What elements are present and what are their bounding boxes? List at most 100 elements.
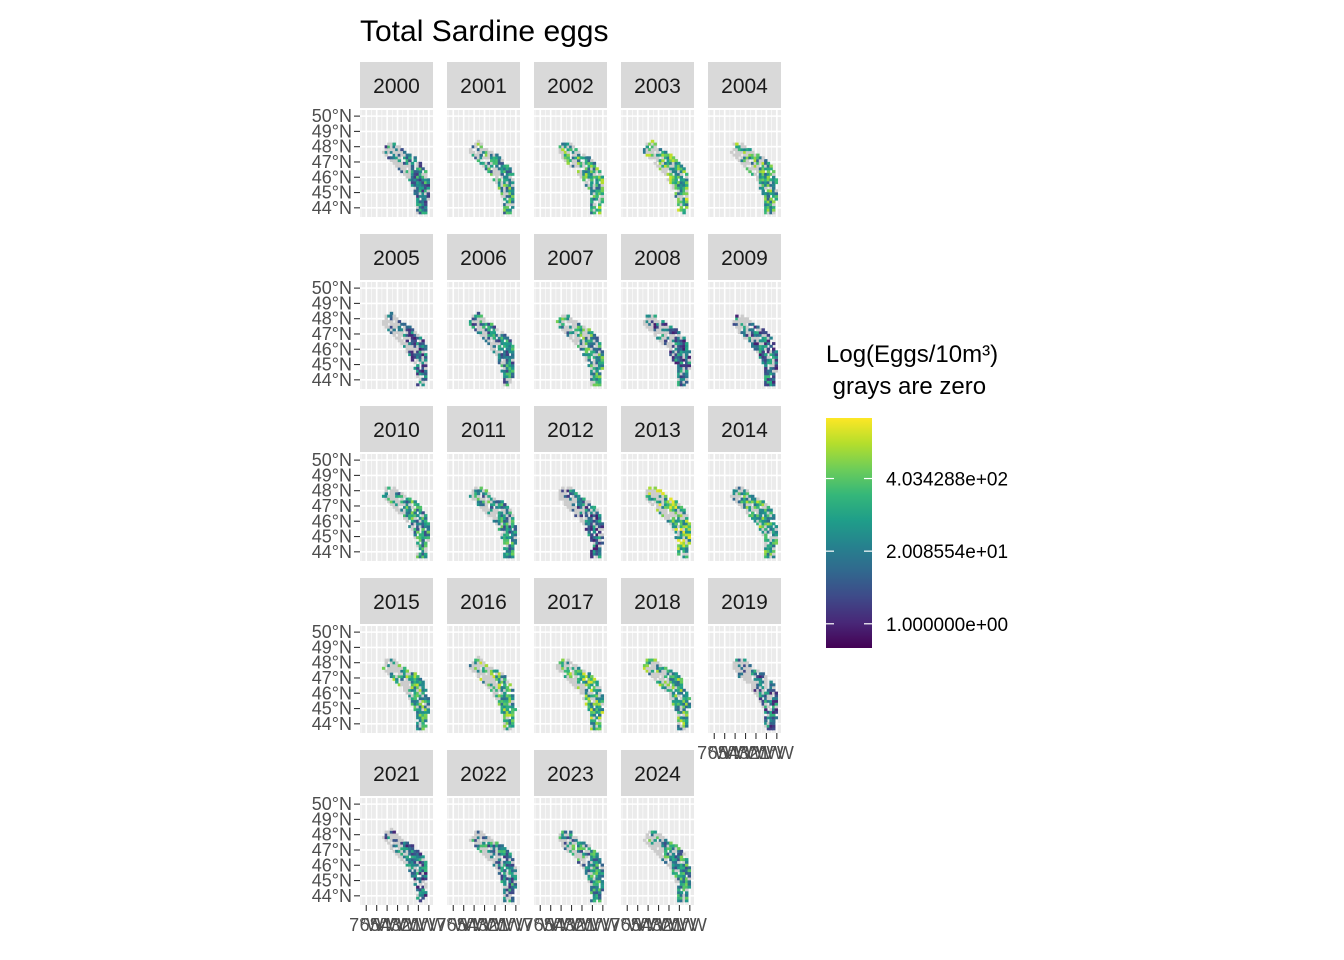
- egg-cell: [416, 893, 420, 897]
- egg-cell: [682, 713, 686, 717]
- egg-cell: [766, 167, 771, 171]
- egg-cell: [590, 514, 594, 518]
- egg-cell: [590, 170, 594, 174]
- egg-cell: [764, 181, 768, 185]
- egg-cell: [424, 710, 428, 714]
- egg-cell: [563, 847, 568, 851]
- egg-cell: [685, 705, 689, 709]
- egg-cell: [598, 366, 602, 370]
- egg-cell: [513, 536, 517, 540]
- egg-cell: [674, 170, 678, 174]
- egg-cell: [500, 522, 504, 526]
- egg-cell: [661, 836, 665, 840]
- egg-cell: [661, 675, 665, 679]
- egg-cell: [503, 372, 507, 376]
- egg-cell: [598, 527, 602, 531]
- egg-cell: [764, 541, 768, 545]
- egg-cell: [595, 358, 599, 362]
- egg-cell: [671, 699, 676, 703]
- egg-cell: [424, 536, 428, 540]
- egg-cell: [766, 200, 771, 204]
- egg-cell: [751, 516, 755, 520]
- egg-cell: [764, 372, 768, 376]
- egg-cell: [751, 497, 755, 501]
- egg-cell: [774, 197, 778, 201]
- egg-cell: [492, 680, 496, 684]
- egg-cell: [751, 156, 755, 160]
- egg-cell: [769, 691, 773, 695]
- egg-cell: [508, 705, 512, 709]
- egg-cell: [590, 869, 594, 873]
- egg-cell: [387, 841, 391, 845]
- egg-cell: [764, 178, 768, 182]
- y-tick-label: 44°N: [312, 542, 352, 562]
- egg-cell: [500, 519, 504, 523]
- egg-cell: [772, 530, 776, 534]
- egg-cell: [679, 178, 684, 182]
- egg-cell: [592, 885, 597, 889]
- egg-cell: [497, 699, 502, 703]
- egg-cell: [745, 320, 750, 324]
- egg-cell: [751, 161, 755, 165]
- egg-cell: [592, 708, 597, 712]
- egg-cell: [669, 675, 673, 679]
- egg-cell: [592, 175, 597, 179]
- egg-cell: [492, 342, 496, 346]
- egg-cell: [685, 691, 689, 695]
- egg-cell: [484, 494, 489, 498]
- egg-cell: [476, 311, 481, 315]
- egg-cell: [574, 680, 578, 684]
- egg-cell: [584, 675, 589, 679]
- egg-cell: [677, 358, 681, 362]
- egg-cell: [484, 505, 489, 509]
- egg-cell: [743, 150, 747, 154]
- facet-strip-label: 2006: [460, 247, 507, 270]
- egg-cell: [598, 358, 602, 362]
- egg-cell: [682, 358, 686, 362]
- egg-cell: [592, 713, 597, 717]
- egg-cell: [669, 342, 673, 346]
- egg-cell: [577, 322, 581, 326]
- egg-cell: [764, 686, 768, 690]
- egg-cell: [508, 514, 512, 518]
- egg-cell: [653, 333, 657, 337]
- egg-cell: [769, 547, 773, 551]
- egg-cell: [505, 181, 510, 185]
- egg-cell: [650, 150, 655, 154]
- facet-strip: [360, 234, 433, 280]
- egg-cell: [577, 328, 581, 332]
- egg-cell: [671, 328, 676, 332]
- egg-cell: [679, 533, 684, 537]
- egg-cell: [582, 164, 586, 168]
- egg-cell: [756, 156, 760, 160]
- egg-cell: [413, 500, 417, 504]
- egg-cell: [418, 350, 423, 354]
- egg-cell: [682, 355, 686, 359]
- egg-cell: [685, 353, 689, 357]
- egg-cell: [674, 699, 678, 703]
- x-tick-label: 7°W: [523, 915, 557, 935]
- egg-cell: [774, 361, 778, 365]
- facet-strip-label: 2003: [634, 75, 681, 98]
- egg-cell: [405, 172, 409, 176]
- egg-cell: [492, 508, 496, 512]
- egg-cell: [413, 708, 417, 712]
- egg-cell: [584, 866, 589, 870]
- egg-cell: [416, 353, 420, 357]
- y-tick-label: 49°N: [312, 637, 352, 657]
- egg-cell: [418, 538, 423, 542]
- egg-cell: [666, 847, 670, 851]
- egg-cell: [587, 164, 591, 168]
- egg-cell: [424, 377, 428, 381]
- egg-cell: [503, 683, 507, 687]
- egg-cell: [416, 170, 420, 174]
- egg-cell: [732, 494, 736, 498]
- egg-cell: [661, 167, 665, 171]
- egg-cell: [416, 344, 420, 348]
- egg-cell: [595, 552, 599, 556]
- egg-cell: [753, 683, 757, 687]
- egg-cell: [595, 361, 599, 365]
- egg-cell: [410, 175, 415, 179]
- egg-cell: [753, 344, 757, 348]
- facet-strip: [621, 234, 694, 280]
